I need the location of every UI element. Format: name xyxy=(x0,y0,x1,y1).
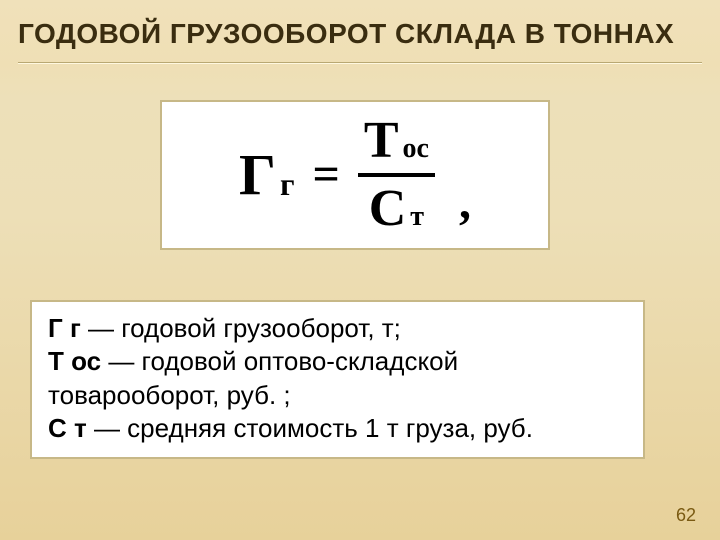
formula-lhs: Г г xyxy=(239,146,294,204)
page-number: 62 xyxy=(676,505,696,526)
legend-line-2: С т — средняя стоимость 1 т груза, руб. xyxy=(48,412,627,445)
slide: ГОДОВОЙ ГРУЗООБОРОТ СКЛАДА В ТОННАХ Г г … xyxy=(0,0,720,540)
slide-title: ГОДОВОЙ ГРУЗООБОРОТ СКЛАДА В ТОННАХ xyxy=(18,18,702,50)
legend-text-2: — средняя стоимость 1 т груза, руб. xyxy=(87,413,533,443)
legend-line-1: Т ос — годовой оптово-складской товарооб… xyxy=(48,345,627,412)
legend-sym-0: Г г xyxy=(48,313,81,343)
formula-equals: = xyxy=(312,151,339,199)
legend-text-1: — годовой оптово-складской товарооборот,… xyxy=(48,346,458,409)
legend-sym-1: Т ос xyxy=(48,346,101,376)
formula-lhs-main: Г xyxy=(239,146,276,204)
formula-fraction: Т ос С т xyxy=(358,115,435,235)
formula-denominator: С т xyxy=(363,183,430,235)
formula-num-main: Т xyxy=(364,115,399,167)
formula-trailing-comma: , xyxy=(459,179,471,227)
fraction-bar xyxy=(358,173,435,177)
formula-box: Г г = Т ос С т , xyxy=(160,100,550,250)
legend-box: Г г — годовой грузооборот, т; Т ос — год… xyxy=(30,300,645,459)
formula-num-sub: ос xyxy=(403,135,429,163)
legend-line-0: Г г — годовой грузооборот, т; xyxy=(48,312,627,345)
formula-lhs-sub: г xyxy=(280,168,295,200)
legend-sym-2: С т xyxy=(48,413,87,443)
formula-numerator: Т ос xyxy=(358,115,435,167)
formula: Г г = Т ос С т , xyxy=(239,115,471,235)
formula-den-sub: т xyxy=(410,203,424,231)
formula-den-main: С xyxy=(369,183,407,235)
legend-text-0: — годовой грузооборот, т; xyxy=(81,313,401,343)
title-underline xyxy=(18,62,702,63)
